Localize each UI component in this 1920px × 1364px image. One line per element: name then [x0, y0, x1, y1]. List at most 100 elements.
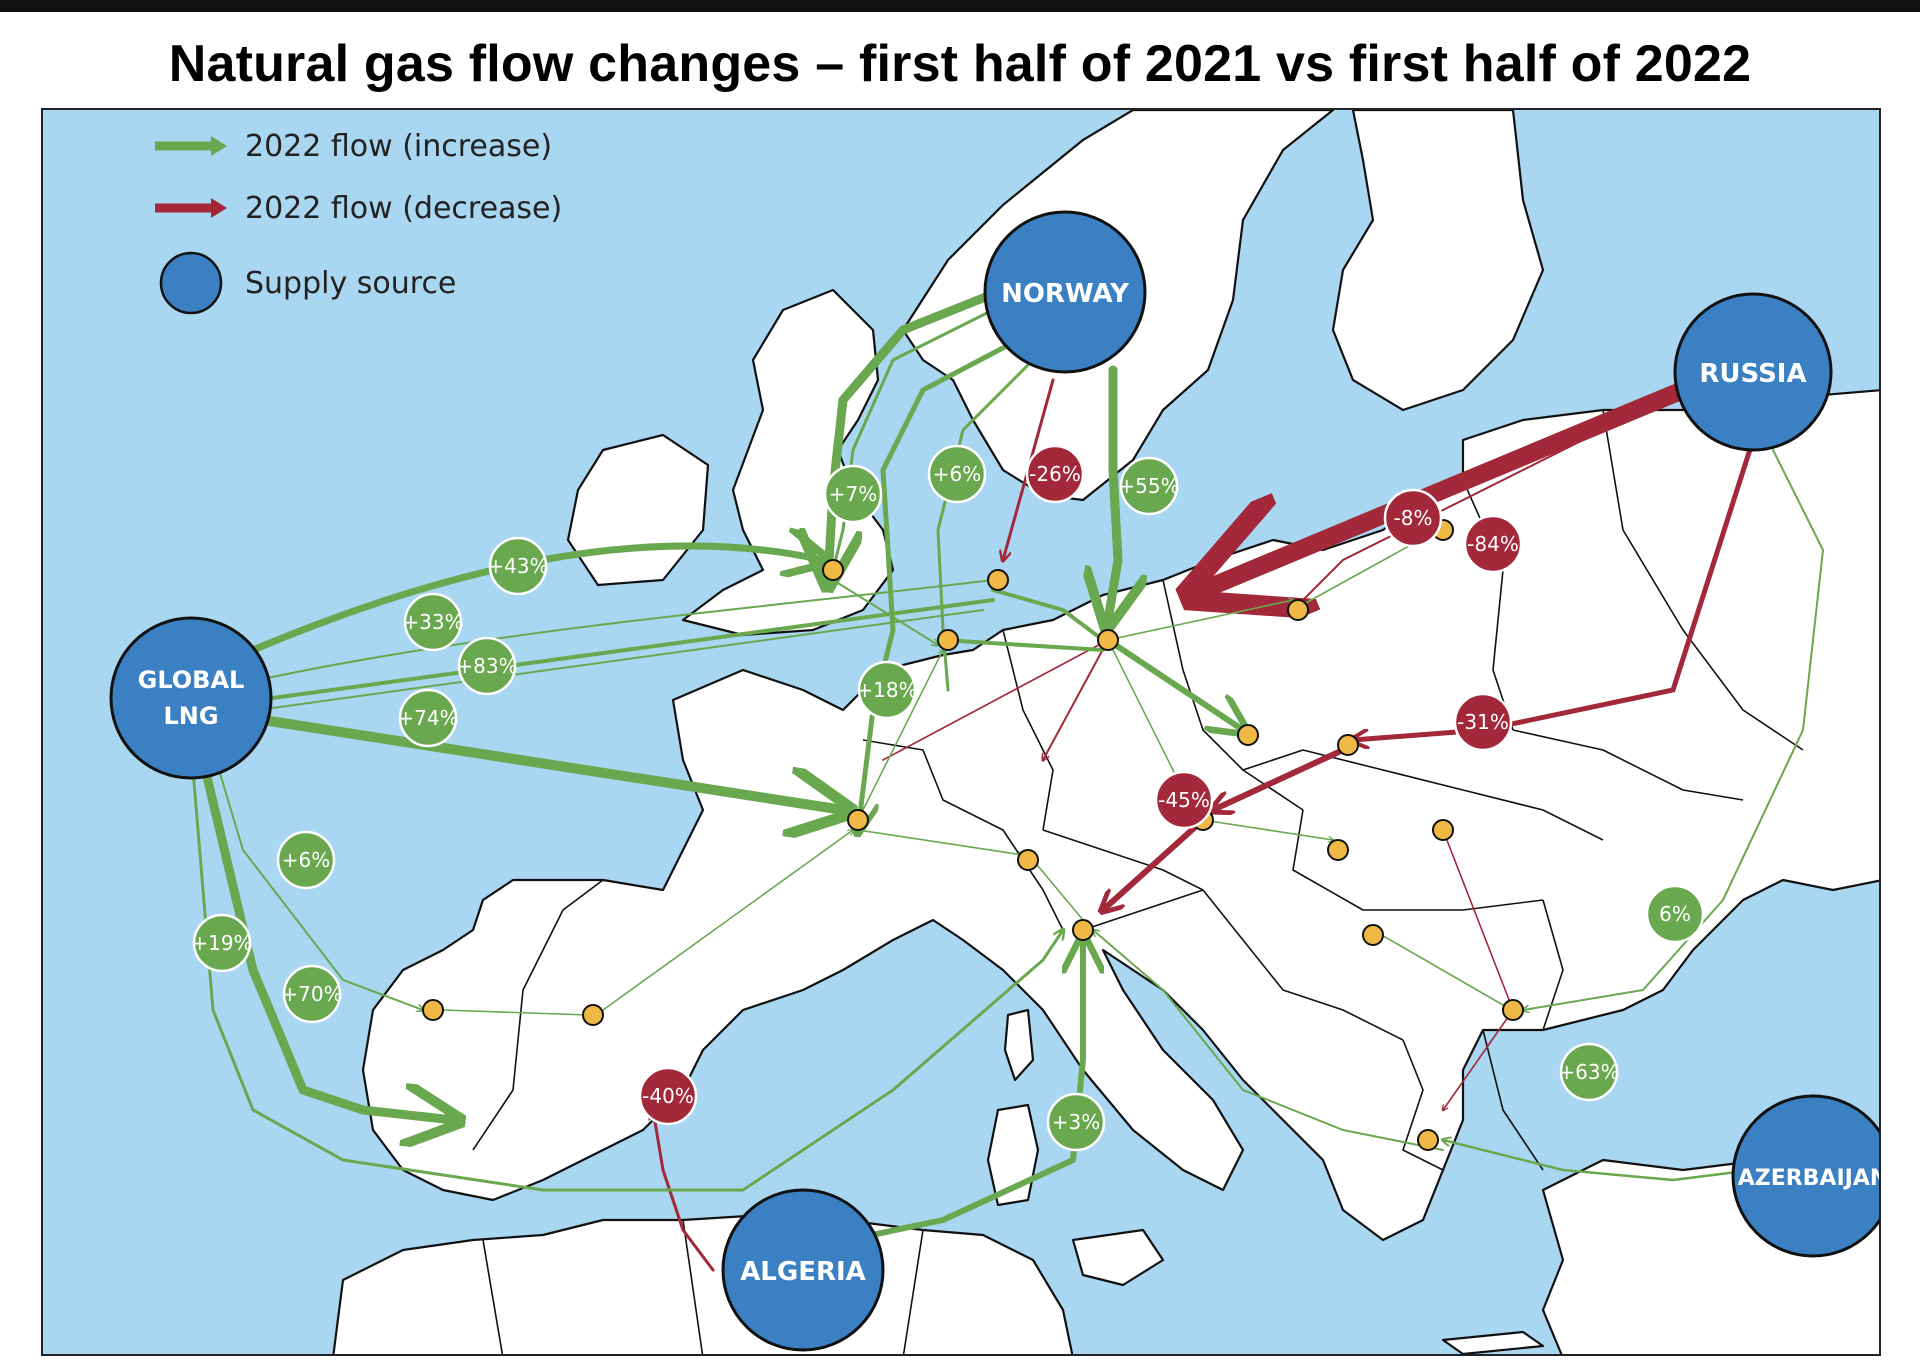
flow-badge-label: +63%: [1558, 1060, 1619, 1084]
page-title: Natural gas flow changes – first half of…: [168, 35, 1752, 93]
supply-russia: RUSSIA: [1673, 292, 1833, 452]
flow-badge-circle: [927, 444, 987, 504]
flow-line-germany-poland: [1107, 600, 1293, 641]
flow-badge: +55%: [1118, 456, 1180, 516]
map-frame: 2022 flow (increase) 2022 flow (decrease…: [41, 108, 1881, 1356]
flow-badge: 6%: [1645, 884, 1705, 944]
flow-badge: +70%: [281, 964, 343, 1024]
flow-badge-label: +3%: [1052, 1110, 1101, 1134]
flow-badge-circle: [1645, 884, 1705, 944]
flow-line-slovakia-austria: [1213, 747, 1346, 810]
flow-line-germany-czechia: [1105, 637, 1243, 730]
svg-text:NORWAY: NORWAY: [1001, 279, 1130, 309]
flow-line-switzerland-italy: [1032, 859, 1084, 921]
flow-badge-label: +33%: [402, 610, 463, 634]
flow-badge: +74%: [397, 688, 459, 748]
flow-line-russia-slovakia: [1353, 437, 1756, 740]
legend-increase-arrow-icon: [211, 136, 227, 156]
legend-decrease-label: 2022 flow (decrease): [245, 191, 562, 226]
flow-badge-circle: [1119, 456, 1179, 516]
flow-badge-circle: [282, 964, 342, 1024]
flow-line-norway-france: [858, 337, 1021, 830]
flow-badges: +7% +6% -26% +55% -8% -84% +43% +33% +83% +18% +74…: [191, 444, 1705, 1152]
flow-line-algeria-italy: [750, 940, 1083, 1263]
svg-text:GLOBAL: GLOBAL: [138, 666, 245, 694]
node-netherlands: [987, 569, 1009, 591]
flow-line-greece-italy: [1093, 930, 1444, 1151]
flow-badge-circle: [1463, 514, 1523, 574]
flow-badge-label: +74%: [397, 706, 458, 730]
gas-flow-map: 2022 flow (increase) 2022 flow (decrease…: [43, 110, 1879, 1354]
flow-badge-circle: [192, 913, 252, 973]
flow-badge-label: +55%: [1118, 474, 1179, 498]
land-sicily: [1071, 1228, 1165, 1287]
land-crete: [1441, 1330, 1545, 1354]
node-czechia: [1237, 724, 1259, 746]
node-portugal: [422, 999, 444, 1021]
node-bulgaria: [1502, 999, 1524, 1021]
flow-line-norway-germany: [1108, 365, 1118, 620]
flow-line-lng-belgium-2: [257, 609, 984, 711]
flow-badge: +6%: [276, 830, 336, 890]
flow-badge-circle: [1046, 1092, 1106, 1152]
flow-badge: -45%: [1154, 770, 1214, 830]
flow-badge-circle: [1154, 770, 1214, 830]
flow-badge-label: -31%: [1457, 710, 1509, 734]
flow-badge-label: -40%: [642, 1084, 694, 1108]
flow-line-austria-hungary: [1202, 819, 1333, 840]
flow-line-lng-france: [258, 715, 843, 810]
flow-badge: -40%: [638, 1066, 698, 1126]
flow-badge: -8%: [1383, 488, 1443, 548]
flow-badge-circle: [276, 830, 336, 890]
flow-badge-label: -84%: [1467, 532, 1519, 556]
flow-line-belgium-germany: [941, 638, 1105, 652]
flow-badge: -84%: [1463, 514, 1523, 574]
legend: 2022 flow (increase) 2022 flow (decrease…: [155, 129, 562, 315]
flow-line-uk-belgium: [832, 579, 938, 645]
svg-text:ALGERIA: ALGERIA: [740, 1257, 866, 1287]
supply-global-lng: GLOBAL LNG: [109, 616, 273, 780]
flow-line-portugal-spain: [442, 1009, 588, 1015]
flow-line-russia-poland: [1293, 409, 1644, 610]
node-poland: [1287, 599, 1309, 621]
flow-badge-label: -8%: [1394, 506, 1433, 530]
flow-line-algeria-spain: [653, 1110, 715, 1272]
land-finland: [1331, 110, 1545, 412]
flow-badge-label: +83%: [456, 654, 517, 678]
flow-line-lng-netherlands: [257, 579, 994, 681]
flow-line-bulgaria-greece: [1443, 1009, 1514, 1110]
flow-badge: +6%: [927, 444, 987, 504]
flow-badge-circle: [403, 592, 463, 652]
flow-badge-circle: [857, 660, 917, 720]
svg-text:RUSSIA: RUSSIA: [1699, 359, 1806, 389]
flow-badge: +7%: [823, 464, 883, 524]
flow-badge: +83%: [456, 636, 518, 696]
flow-badge-circle: [1453, 692, 1513, 752]
node-slovakia: [1337, 734, 1359, 756]
flow-badge-label: +7%: [829, 482, 878, 506]
flow-badge: +18%: [856, 660, 918, 720]
flow-line-lng-belgium: [256, 598, 995, 702]
node-italy: [1072, 919, 1094, 941]
flow-badge-label: -45%: [1158, 788, 1210, 812]
flow-line-russia-germany: [1203, 381, 1692, 590]
flow-badge-label: +43%: [487, 554, 548, 578]
flow-line-france-belgium: [857, 650, 943, 821]
node-serbia: [1362, 924, 1384, 946]
flow-badge-circle: [457, 636, 517, 696]
flow-line-lng-portugal: [212, 749, 423, 1010]
flow-line-netherlands-germany: [991, 588, 1105, 642]
flow-badge-label: +18%: [856, 678, 917, 702]
flow-badge-circle: [488, 536, 548, 596]
node-belgium: [937, 629, 959, 651]
flow-badge: +33%: [402, 592, 464, 652]
legend-supply-circle-icon: [159, 251, 223, 315]
supply-sources: NORWAY RUSSIA GLOBAL LNG ALGERIA AZERBAI…: [109, 210, 1879, 1352]
flow-badge-label: +70%: [281, 982, 342, 1006]
flow-line-bulgaria-serbia: [1373, 930, 1504, 1006]
decrease-flows: [653, 378, 1756, 1272]
flow-line-france-switzerland: [857, 829, 1023, 855]
flow-line-russia-bulgaria: [1523, 449, 1824, 1010]
land-corsica: [1003, 1008, 1035, 1082]
flow-line-austria-italy: [1103, 817, 1206, 910]
